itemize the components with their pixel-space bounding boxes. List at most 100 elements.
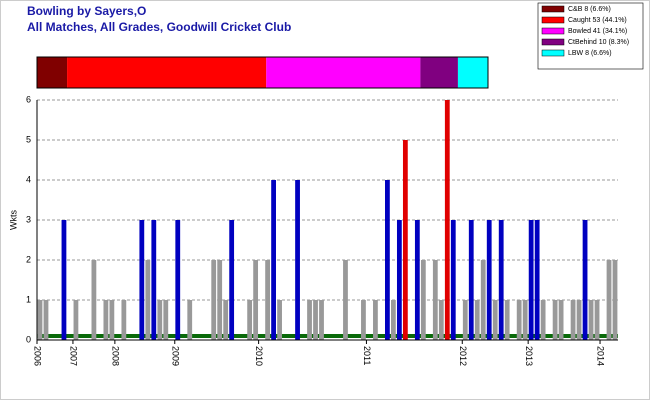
- bar: [612, 260, 618, 340]
- breakdown-outline: [36, 56, 489, 89]
- bar: [295, 180, 300, 340]
- bar: [444, 100, 450, 340]
- bar: [223, 300, 229, 340]
- bar: [265, 260, 270, 340]
- x-tick-label: 2008: [110, 346, 120, 366]
- bar: [103, 300, 109, 340]
- y-tick-label: 3: [26, 214, 31, 224]
- legend-swatch: [541, 5, 565, 13]
- bar: [570, 300, 576, 340]
- bar: [390, 300, 396, 340]
- bar: [576, 300, 582, 340]
- bar: [307, 300, 312, 340]
- legend-label: C&B 8 (6.6%): [568, 6, 611, 13]
- bar: [498, 220, 504, 340]
- y-tick-label: 2: [26, 254, 31, 264]
- bar: [229, 220, 235, 340]
- y-tick-label: 4: [26, 174, 31, 184]
- bar: [594, 300, 600, 340]
- legend-swatch: [541, 38, 565, 46]
- x-tick-label: 2013: [524, 346, 534, 366]
- breakdown-segment: [266, 57, 421, 88]
- bar: [187, 300, 193, 340]
- y-tick-label: 1: [26, 294, 31, 304]
- breakdown-segment: [457, 57, 488, 88]
- bar: [414, 220, 420, 340]
- baseline-strip: [37, 334, 618, 338]
- legend-swatch: [541, 49, 565, 57]
- bar: [462, 300, 468, 340]
- x-tick-label: 2012: [458, 346, 468, 366]
- bar: [385, 180, 390, 340]
- y-tick-label: 5: [26, 134, 31, 144]
- bar: [402, 140, 408, 340]
- x-tick-label: 2007: [69, 346, 79, 366]
- breakdown-segment: [420, 57, 458, 88]
- x-tick-label: 2009: [170, 346, 180, 366]
- bar: [528, 220, 534, 340]
- bar: [522, 300, 528, 340]
- bar: [516, 300, 522, 340]
- bar: [217, 260, 223, 340]
- bar: [163, 300, 169, 340]
- bar: [37, 300, 43, 340]
- bar: [253, 260, 259, 340]
- y-axis-label: Wkts: [8, 210, 18, 230]
- legend-label: LBW 8 (6.6%): [568, 50, 612, 57]
- bar: [247, 300, 253, 340]
- bar: [43, 300, 49, 340]
- bar: [558, 300, 564, 340]
- legend-label: Bowled 41 (34.1%): [568, 28, 627, 35]
- bar: [151, 220, 157, 340]
- bar: [420, 260, 426, 340]
- bar: [343, 260, 348, 340]
- bar: [492, 300, 498, 340]
- bar: [73, 300, 79, 340]
- bar: [109, 300, 115, 340]
- bar: [175, 220, 181, 340]
- y-tick-label: 0: [26, 334, 31, 344]
- bar: [396, 220, 402, 340]
- chart-subtitle: All Matches, All Grades, Goodwill Cricke…: [27, 20, 291, 34]
- bar: [438, 300, 444, 340]
- bar: [361, 300, 366, 340]
- bar: [582, 220, 588, 340]
- breakdown-segment: [67, 57, 267, 88]
- bar: [588, 300, 594, 340]
- bar: [474, 300, 480, 340]
- bar: [552, 300, 558, 340]
- bar: [373, 300, 378, 340]
- legend-label: Caught 53 (44.1%): [568, 17, 627, 24]
- legend-swatch: [541, 16, 565, 24]
- bar: [277, 300, 282, 340]
- bar: [534, 220, 540, 340]
- bar: [540, 300, 546, 340]
- bar: [139, 220, 145, 340]
- chart-title: Bowling by Sayers,O: [27, 4, 146, 18]
- bar: [313, 300, 318, 340]
- bar: [486, 220, 492, 340]
- legend-label: CtBehind 10 (8.3%): [568, 39, 629, 46]
- bar: [157, 300, 163, 340]
- legend-box: [537, 2, 644, 70]
- bar: [606, 260, 612, 340]
- bar: [211, 260, 217, 340]
- bar: [61, 220, 67, 340]
- bar: [450, 220, 456, 340]
- bar: [91, 260, 97, 340]
- y-tick-label: 6: [26, 94, 31, 104]
- x-tick-label: 2006: [33, 346, 43, 366]
- bar: [319, 300, 324, 340]
- bar: [468, 220, 474, 340]
- bar: [145, 260, 151, 340]
- x-tick-label: 2010: [254, 346, 264, 366]
- legend-swatch: [541, 27, 565, 35]
- bar: [271, 180, 276, 340]
- bar: [480, 260, 486, 340]
- x-tick-label: 2014: [596, 346, 606, 366]
- bar: [121, 300, 127, 340]
- x-tick-label: 2011: [362, 346, 372, 365]
- bar: [432, 260, 438, 340]
- breakdown-segment: [37, 57, 68, 88]
